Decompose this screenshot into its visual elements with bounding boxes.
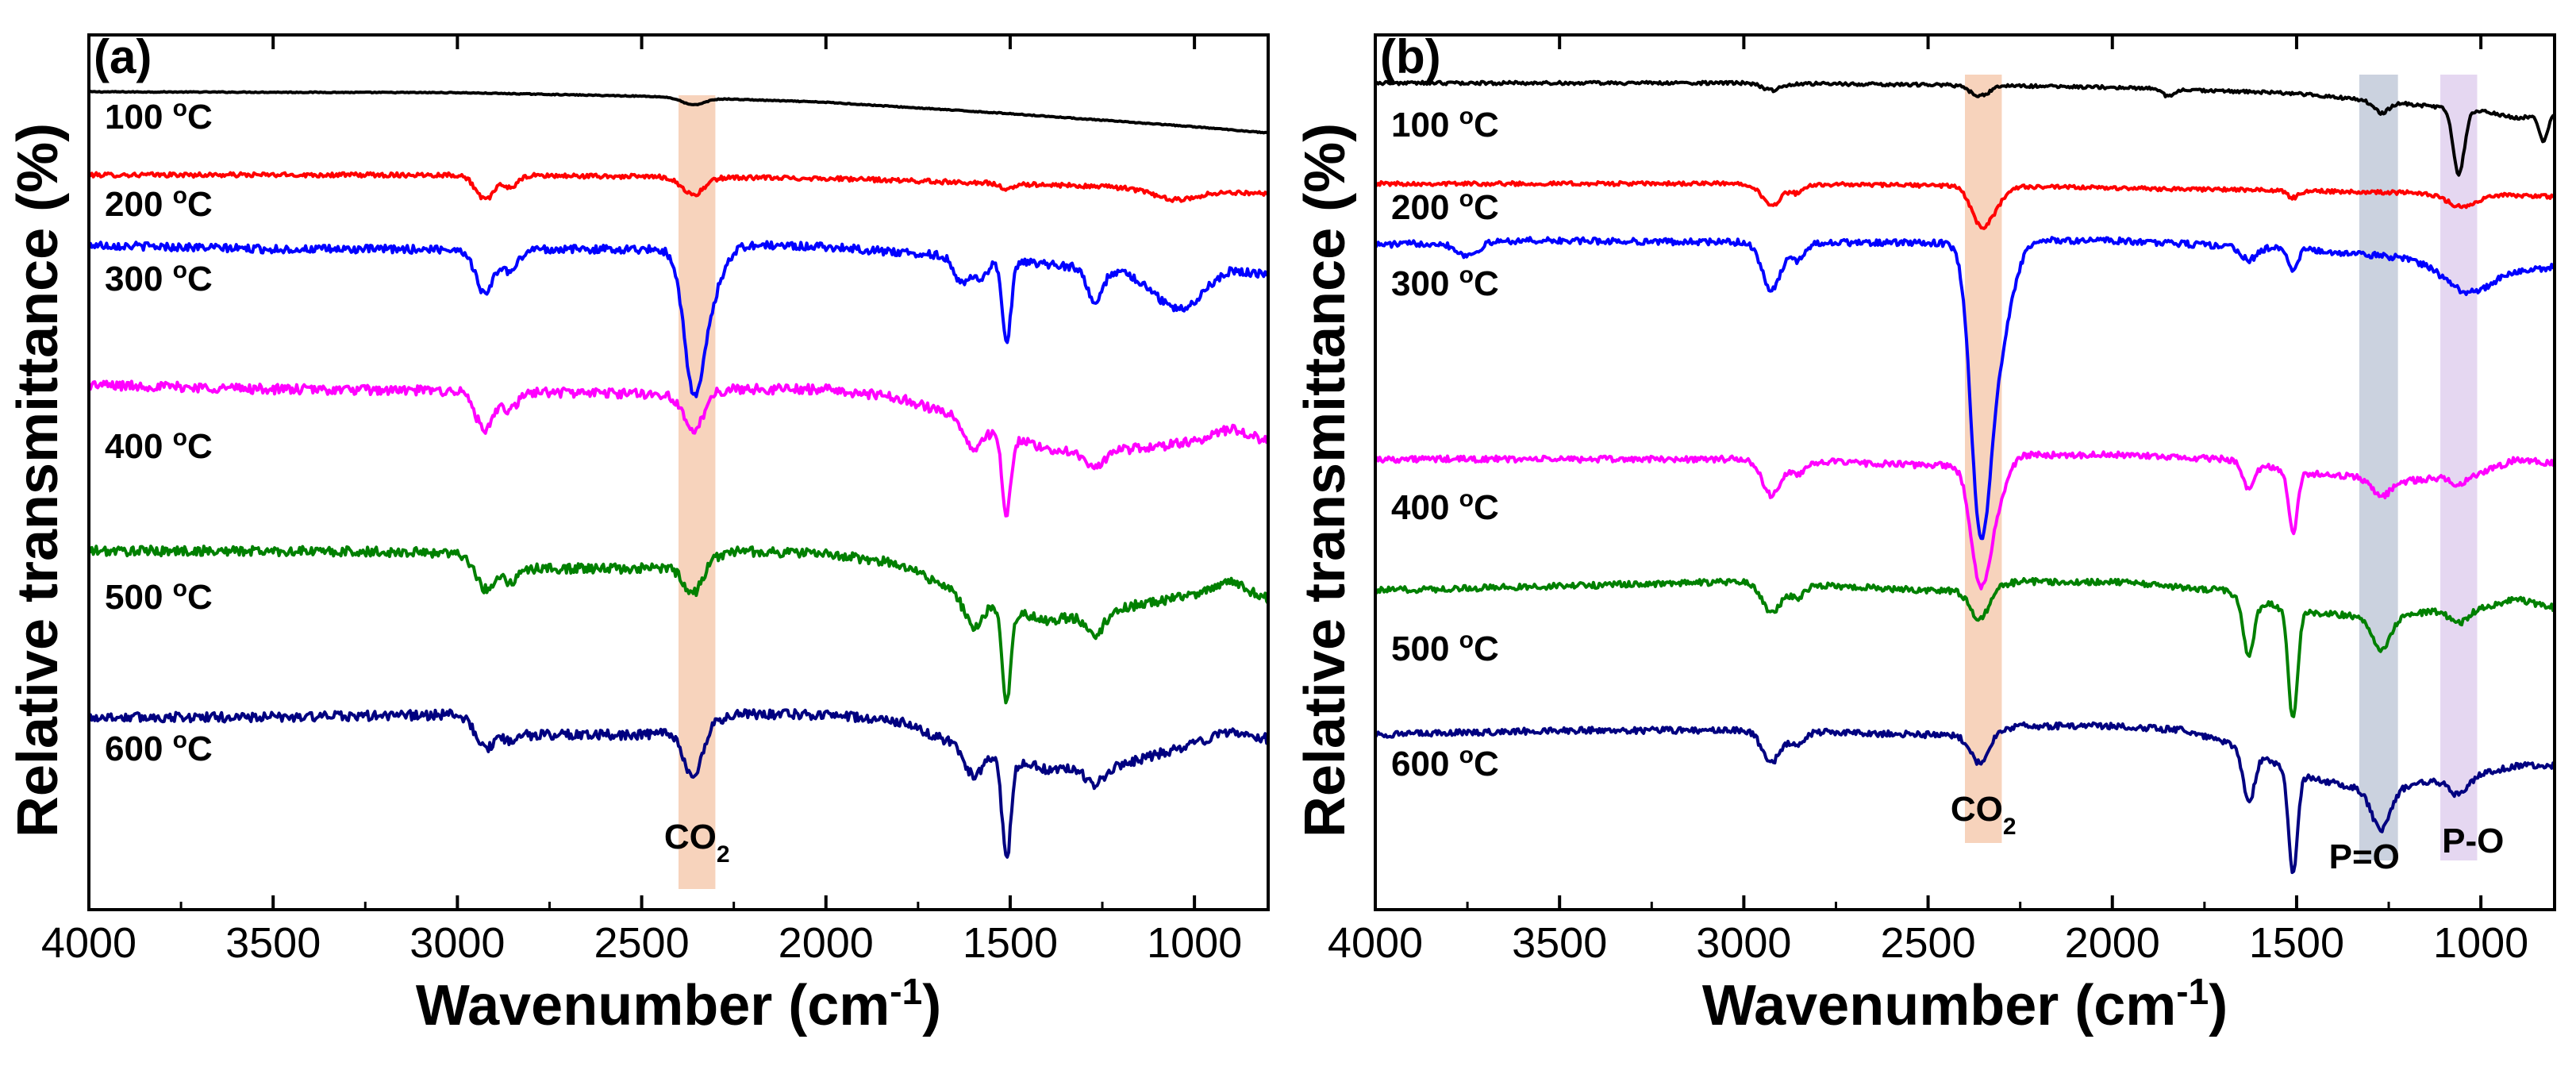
band-label-p-o: P-O	[2442, 822, 2504, 860]
series-line-300	[88, 240, 1270, 398]
x-tick-label: 2000	[779, 919, 874, 967]
series-line-500	[87, 545, 1270, 705]
band-p-o	[2359, 75, 2398, 860]
series-label-100: 100 oC	[1391, 103, 1499, 145]
x-tick-label: 3500	[225, 919, 321, 967]
x-tick-label: 1500	[2249, 919, 2344, 967]
x-tick-label: 1000	[1147, 919, 1242, 967]
series-label-500: 500 oC	[1391, 627, 1499, 669]
band-label-co2: CO2	[664, 818, 730, 868]
panel-b: 100 oC 200 oC 300 oC 400 oC 500 oC 600 oC CO2 P…	[1294, 30, 2556, 1037]
series-line-300	[1374, 236, 2555, 541]
panel-a: 100 oC 200 oC 300 oC 400 oC 500 oC 600 oC CO2 4…	[6, 30, 1270, 1037]
panel-label: (a)	[94, 30, 152, 83]
series-line-200	[1375, 179, 2555, 230]
x-tick-label: 4000	[41, 919, 136, 967]
series-line-600	[1374, 721, 2556, 875]
x-tick-label: 1000	[2433, 919, 2528, 967]
series-line-600	[88, 708, 1270, 859]
band-co2	[679, 95, 716, 889]
x-tick-label: 3000	[409, 919, 505, 967]
series-line-400	[1374, 450, 2556, 591]
series-label-300: 300 oC	[1391, 262, 1499, 304]
series-label-400: 400 oC	[1391, 486, 1499, 528]
band-label-p-o: P=O	[2329, 837, 2400, 876]
x-axis-title: Wavenumber (cm-1)	[416, 971, 941, 1037]
x-tick-label: 2000	[2065, 919, 2160, 967]
series-label-300: 300 oC	[105, 257, 213, 299]
band-co2	[1965, 75, 2002, 843]
x-tick-label: 1500	[963, 919, 1058, 967]
series-label-200: 200 oC	[1391, 186, 1499, 228]
series-line-500	[1375, 577, 2556, 718]
series-line-100	[1374, 79, 2555, 177]
series-label-100: 100 oC	[105, 95, 213, 137]
series-line-200	[87, 171, 1270, 203]
x-axis-title: Wavenumber (cm-1)	[1702, 971, 2228, 1037]
x-tick-label: 3000	[1696, 919, 1791, 967]
band-p-o	[2440, 75, 2478, 860]
band-label-co2: CO2	[1951, 790, 2017, 840]
x-tick-label: 4000	[1328, 919, 1423, 967]
y-axis-title: Relative transmittance (%)	[6, 123, 70, 837]
series-line-400	[87, 379, 1269, 518]
x-tick-label: 2500	[594, 919, 689, 967]
series-label-400: 400 oC	[105, 425, 213, 467]
x-tick-label: 3500	[1512, 919, 1607, 967]
plot-frame	[1374, 33, 2556, 911]
series-line-100	[88, 90, 1269, 135]
series-label-200: 200 oC	[105, 183, 213, 225]
plot-frame	[87, 33, 1270, 911]
x-tick-label: 2500	[1880, 919, 1975, 967]
series-label-500: 500 oC	[105, 575, 213, 618]
panel-label: (b)	[1380, 30, 1441, 83]
series-label-600: 600 oC	[105, 727, 213, 769]
y-axis-title: Relative transmittance (%)	[1294, 123, 1357, 837]
series-label-600: 600 oC	[1391, 742, 1499, 784]
